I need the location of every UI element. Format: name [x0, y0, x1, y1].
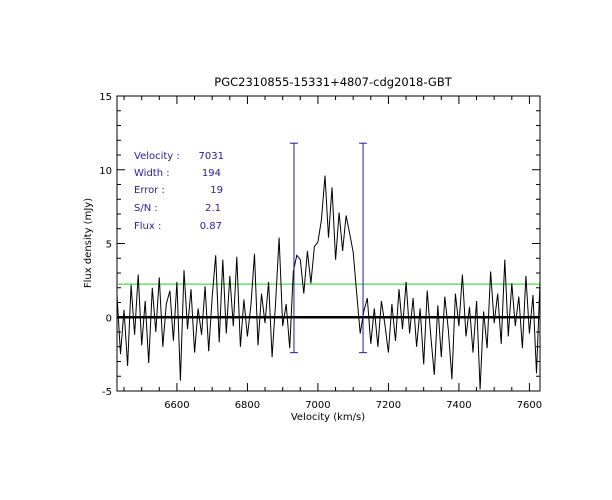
info-error-value: 19: [210, 185, 223, 196]
x-tick-label: 7200: [376, 400, 401, 411]
info-velocity-value: 7031: [199, 151, 224, 162]
info-flux-value: 0.87: [200, 221, 222, 232]
x-axis-label: Velocity (km/s): [291, 412, 365, 423]
axis-ticks: [117, 95, 540, 392]
y-axis-label: Flux density (mJy): [83, 198, 94, 288]
y-tick-label: 15: [99, 92, 112, 103]
info-error-label: Error :: [134, 185, 165, 196]
info-width-label: Width :: [134, 168, 170, 179]
info-sn-label: S/N :: [134, 203, 158, 214]
info-flux-label: Flux :: [134, 221, 161, 232]
info-sn-value: 2.1: [205, 203, 221, 214]
x-tick-label: 7600: [517, 400, 542, 411]
spectrum-series-line: [116, 175, 541, 390]
y-tick-label: -5: [102, 387, 112, 398]
x-tick-label: 7400: [446, 400, 471, 411]
y-tick-label: 10: [99, 166, 112, 177]
info-width-value: 194: [202, 168, 221, 179]
y-tick-label: 0: [106, 313, 112, 324]
axis-tick-labels: 6600 6800 7000 7200 7400 7600 -5 0 5 10 15: [99, 92, 542, 411]
y-tick-label: 5: [106, 240, 112, 251]
plot-frame: [116, 95, 541, 392]
info-velocity-label: Velocity :: [134, 151, 180, 162]
x-tick-label: 6800: [235, 400, 260, 411]
window-markers: [289, 142, 368, 354]
x-tick-label: 7000: [305, 400, 330, 411]
x-tick-label: 6600: [164, 400, 189, 411]
fit-info-block: Velocity : 7031 Width : 194 Error : 19 S…: [134, 151, 224, 232]
chart-title: PGC2310855-15331+4807-cdg2018-GBT: [214, 75, 452, 89]
